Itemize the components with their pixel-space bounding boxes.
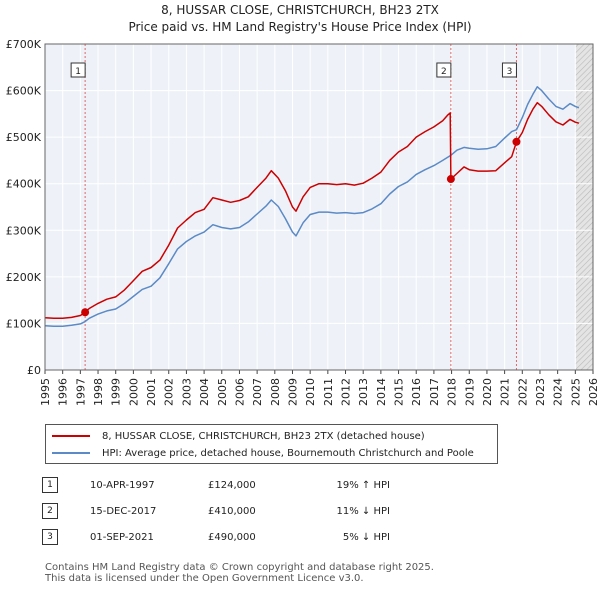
sale-price: £410,000 [208, 505, 256, 517]
y-tick-label: £100K [6, 317, 42, 330]
sale-number-label: 2 [441, 67, 447, 77]
sale-number-box [436, 62, 452, 78]
sale-number-box [501, 62, 517, 78]
x-tick-label: 2023 [534, 378, 547, 406]
x-tick-label: 2020 [481, 378, 494, 406]
x-tick-label: 2017 [428, 378, 441, 406]
sale-date: 01-SEP-2021 [90, 531, 154, 543]
y-tick-label: £0 [27, 364, 41, 377]
legend-label-property: 8, HUSSAR CLOSE, CHRISTCHURCH, BH23 2TX … [102, 430, 425, 442]
sale-date: 10-APR-1997 [90, 479, 155, 491]
x-tick-label: 2012 [340, 378, 353, 406]
table-row: 2 15-DEC-2017 £410,000 11% ↓ HPI [40, 498, 390, 524]
price-chart: 8, HUSSAR CLOSE, CHRISTCHURCH, BH23 2TX … [6, 3, 600, 406]
sale-point [512, 137, 521, 146]
x-tick-label: 2013 [357, 378, 370, 406]
y-tick-label: £400K [6, 178, 42, 191]
table-row: 1 10-APR-1997 £124,000 19% ↑ HPI [40, 472, 390, 498]
y-tick-label: £700K [6, 38, 42, 51]
sale-marker-label: 2 [42, 503, 58, 519]
x-tick-label: 2021 [499, 378, 512, 406]
x-tick-label: 2003 [180, 378, 193, 406]
sale-date: 15-DEC-2017 [90, 505, 157, 517]
sale-hpi-diff: 5% ↓ HPI [342, 531, 390, 543]
x-tick-label: 1995 [39, 378, 52, 406]
transactions-table: 1 10-APR-1997 £124,000 19% ↑ HPI 2 15-DE… [40, 472, 390, 550]
y-tick-label: £600K [6, 85, 42, 98]
footer: Contains HM Land Registry data © Crown c… [45, 562, 434, 584]
x-tick-label: 1997 [74, 378, 87, 406]
sale-number-label: 3 [507, 67, 513, 77]
x-tick-label: 1998 [92, 378, 105, 406]
sale-hpi-diff: 11% ↓ HPI [336, 505, 390, 517]
plot-background [45, 44, 593, 370]
x-tick-label: 2007 [251, 378, 264, 406]
x-tick-label: 2008 [269, 378, 282, 406]
legend-swatch-property [52, 435, 90, 437]
chart-legend: 8, HUSSAR CLOSE, CHRISTCHURCH, BH23 2TX … [45, 424, 498, 464]
x-tick-label: 1999 [110, 378, 123, 406]
sale-price: £490,000 [208, 531, 256, 543]
sale-point [81, 308, 90, 317]
x-tick-label: 2016 [410, 378, 423, 406]
forecast-shade [575, 44, 593, 370]
legend-item-hpi: HPI: Average price, detached house, Bour… [46, 445, 474, 461]
y-tick-label: £500K [6, 131, 42, 144]
x-tick-label: 2005 [216, 378, 229, 406]
legend-item-property: 8, HUSSAR CLOSE, CHRISTCHURCH, BH23 2TX … [46, 428, 425, 444]
x-tick-label: 2025 [569, 378, 582, 406]
x-tick-label: 2026 [587, 378, 600, 406]
x-tick-label: 2015 [393, 378, 406, 406]
x-tick-label: 2002 [163, 378, 176, 406]
sale-price: £124,000 [208, 479, 256, 491]
y-tick-label: £300K [6, 224, 42, 237]
x-tick-label: 2009 [286, 378, 299, 406]
property-price-line [44, 101, 580, 320]
x-tick-label: 2014 [375, 378, 388, 406]
sale-hpi-diff: 19% ↑ HPI [336, 479, 390, 491]
chart-subtitle: Price paid vs. HM Land Registry's House … [128, 20, 471, 34]
x-tick-label: 1996 [57, 378, 70, 406]
footer-licence: This data is licensed under the Open Gov… [45, 573, 364, 584]
y-tick-label: £200K [6, 271, 42, 284]
chart-title: 8, HUSSAR CLOSE, CHRISTCHURCH, BH23 2TX [161, 3, 439, 17]
footer-copyright: Contains HM Land Registry data © Crown c… [45, 562, 434, 573]
x-tick-label: 2004 [198, 378, 211, 406]
x-tick-label: 2024 [552, 378, 565, 406]
x-tick-label: 2006 [233, 378, 246, 406]
legend-label-hpi: HPI: Average price, detached house, Bour… [102, 447, 474, 459]
hpi-line [44, 86, 580, 327]
sale-number-box [70, 62, 86, 78]
plot-border [44, 43, 594, 371]
x-tick-label: 2019 [463, 378, 476, 406]
sale-marker-label: 1 [42, 477, 58, 493]
sale-marker-label: 3 [42, 529, 58, 545]
sale-number-label: 1 [75, 67, 81, 77]
legend-swatch-hpi [52, 452, 90, 454]
sale-point [446, 175, 455, 184]
x-tick-label: 2001 [145, 378, 158, 406]
x-tick-label: 2018 [446, 378, 459, 406]
x-tick-label: 2011 [322, 378, 335, 406]
x-tick-label: 2010 [304, 378, 317, 406]
table-row: 3 01-SEP-2021 £490,000 5% ↓ HPI [40, 524, 390, 550]
x-tick-label: 2022 [516, 378, 529, 406]
x-tick-label: 2000 [127, 378, 140, 406]
